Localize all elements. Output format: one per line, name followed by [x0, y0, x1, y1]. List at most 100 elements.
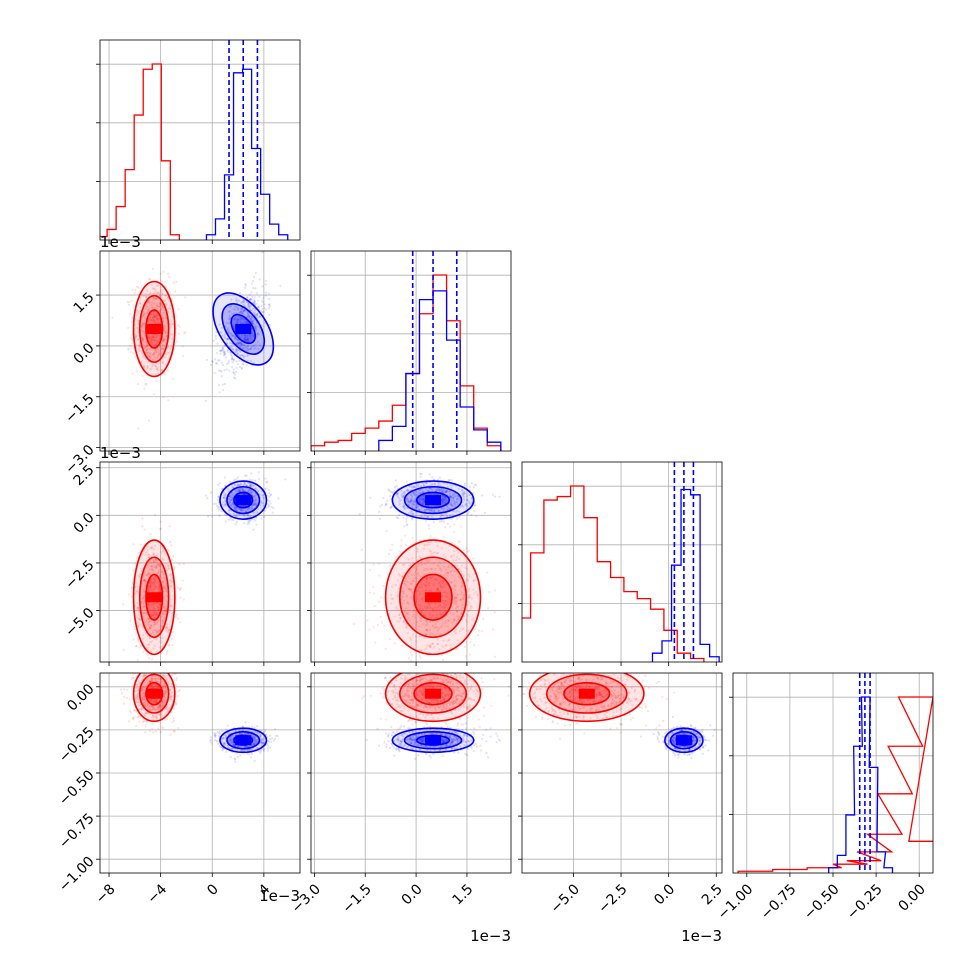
sample-point: [390, 490, 393, 494]
sample-point: [428, 509, 431, 512]
sample-point: [434, 567, 437, 571]
sample-point: [447, 629, 450, 632]
sample-point: [247, 514, 250, 517]
sample-point: [146, 545, 149, 548]
sample-point: [378, 510, 381, 513]
sample-point: [129, 337, 132, 340]
sample-point: [445, 577, 448, 580]
sample-point: [234, 515, 237, 518]
sample-point: [249, 336, 253, 340]
sample-point: [169, 346, 172, 349]
sample-point: [135, 334, 138, 338]
sample-point: [151, 335, 154, 338]
sample-point: [221, 349, 224, 352]
sample-point: [151, 339, 154, 342]
sample-point: [146, 646, 150, 650]
sample-point: [233, 335, 236, 338]
sample-point: [148, 355, 152, 359]
sample-point: [472, 486, 475, 489]
sample-point: [164, 335, 167, 338]
sample-point: [391, 585, 394, 588]
sample-point: [122, 603, 125, 606]
sample-point: [252, 287, 255, 290]
sample-point: [239, 345, 242, 348]
sample-point: [463, 484, 466, 487]
sample-point: [233, 328, 236, 331]
sample-point: [235, 514, 238, 517]
sample-point: [222, 351, 226, 354]
sample-point: [426, 490, 430, 493]
sample-point: [406, 574, 410, 578]
sample-point: [418, 635, 422, 638]
sample-point: [438, 489, 441, 492]
sample-point: [150, 565, 153, 568]
sample-point: [141, 339, 144, 342]
sample-point: [171, 644, 174, 647]
sample-point: [256, 316, 259, 319]
sample-point: [149, 292, 152, 296]
sample-point: [418, 575, 422, 578]
sample-point: [235, 508, 238, 512]
sample-point: [223, 495, 226, 499]
sample-point: [446, 505, 449, 509]
sample-point: [162, 610, 165, 613]
sample-point: [435, 626, 439, 629]
sample-point: [238, 489, 242, 492]
sample-point: [158, 646, 161, 649]
sample-point: [246, 354, 249, 357]
sample-point: [442, 489, 445, 492]
sample-point: [153, 393, 156, 396]
sample-point: [255, 523, 258, 526]
sample-point: [149, 626, 152, 629]
sample-point: [240, 488, 243, 492]
sample-point: [148, 585, 151, 588]
sample-point: [450, 503, 453, 506]
sample-point: [266, 502, 269, 506]
sample-point: [448, 478, 451, 482]
sample-point: [153, 609, 156, 612]
sample-point: [412, 604, 415, 607]
sample-point: [416, 505, 419, 509]
sample-point: [239, 350, 242, 353]
sample-point: [151, 727, 154, 731]
sample-point: [249, 297, 252, 300]
sample-point: [261, 285, 264, 288]
sample-point: [401, 563, 404, 566]
sample-point: [237, 339, 240, 342]
sample-point: [264, 279, 268, 282]
sample-point: [414, 639, 418, 643]
sample-point: [226, 328, 229, 332]
sample-point: [454, 502, 457, 505]
sample-point: [431, 483, 434, 486]
sample-point: [396, 579, 399, 582]
sample-point: [152, 611, 155, 614]
sample-point: [135, 590, 138, 593]
sample-point: [454, 600, 457, 603]
sample-point: [233, 335, 237, 338]
sample-point: [428, 604, 432, 608]
sample-point: [152, 319, 155, 322]
sample-point: [135, 334, 138, 337]
sample-point: [402, 592, 405, 595]
sample-point: [248, 293, 251, 296]
sample-point: [448, 599, 452, 602]
sample-point: [403, 506, 406, 510]
sample-point: [420, 648, 423, 651]
sample-point: [236, 515, 239, 518]
sample-point: [457, 510, 460, 513]
sample-point: [232, 505, 235, 508]
sample-point: [467, 513, 470, 516]
sample-point: [408, 485, 411, 488]
sample-point: [422, 494, 425, 497]
sample-point: [147, 308, 150, 312]
sample-point: [174, 315, 177, 318]
sample-point: [161, 550, 164, 553]
sample-point: [152, 296, 155, 299]
sample-point: [231, 491, 234, 494]
sample-point: [431, 642, 434, 645]
sample-point: [242, 309, 245, 312]
sample-point: [430, 567, 433, 570]
sample-point: [456, 593, 459, 596]
sample-point: [460, 504, 464, 507]
sample-point: [163, 299, 166, 302]
